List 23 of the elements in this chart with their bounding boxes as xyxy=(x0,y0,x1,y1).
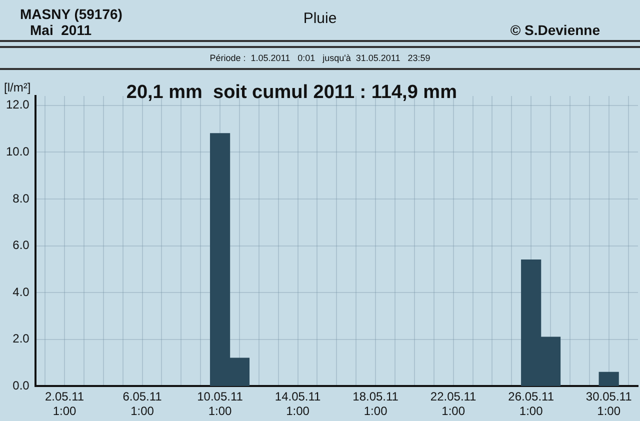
annotation: 20,1 mm soit cumul 2011 : 114,9 mm xyxy=(126,82,457,104)
text: © S.Devienne xyxy=(510,22,600,38)
y-axis-title: [l/m²] xyxy=(4,80,31,94)
y-tick-label: 4.0 xyxy=(12,284,30,299)
bar xyxy=(598,372,619,386)
x-tick-label: 10.05.11 1:00 xyxy=(197,390,244,418)
x-tick-label: 18.05.11 1:00 xyxy=(352,390,399,418)
y-tick-label: 8.0 xyxy=(12,191,30,206)
x-tick-label: 6.05.11 1:00 xyxy=(122,390,162,418)
x-tick-label: 2.05.11 1:00 xyxy=(44,390,84,418)
x-tick-label: 22.05.11 1:00 xyxy=(430,390,477,418)
text: Mai 2011 xyxy=(29,22,92,38)
chart-subtitle: Période : 1.05.2011 0:01 jusqu'à 31.05.2011 23:59 xyxy=(0,46,640,70)
y-tick-label: 2.0 xyxy=(12,332,30,346)
x-tick-label: 14.05.11 1:00 xyxy=(274,390,322,418)
x-tick-label: 26.05.11 1:00 xyxy=(508,390,554,418)
x-tick-label: 30.05.11 1:00 xyxy=(586,390,632,418)
y-tick-label: 10.0 xyxy=(6,144,30,158)
text: MASNY (59176) xyxy=(20,6,122,22)
chart-title: Pluie xyxy=(303,10,337,27)
y-tick-label: 6.0 xyxy=(12,238,30,252)
y-tick-label: 12.0 xyxy=(6,98,30,112)
y-tick-label: 0.0 xyxy=(12,378,30,393)
